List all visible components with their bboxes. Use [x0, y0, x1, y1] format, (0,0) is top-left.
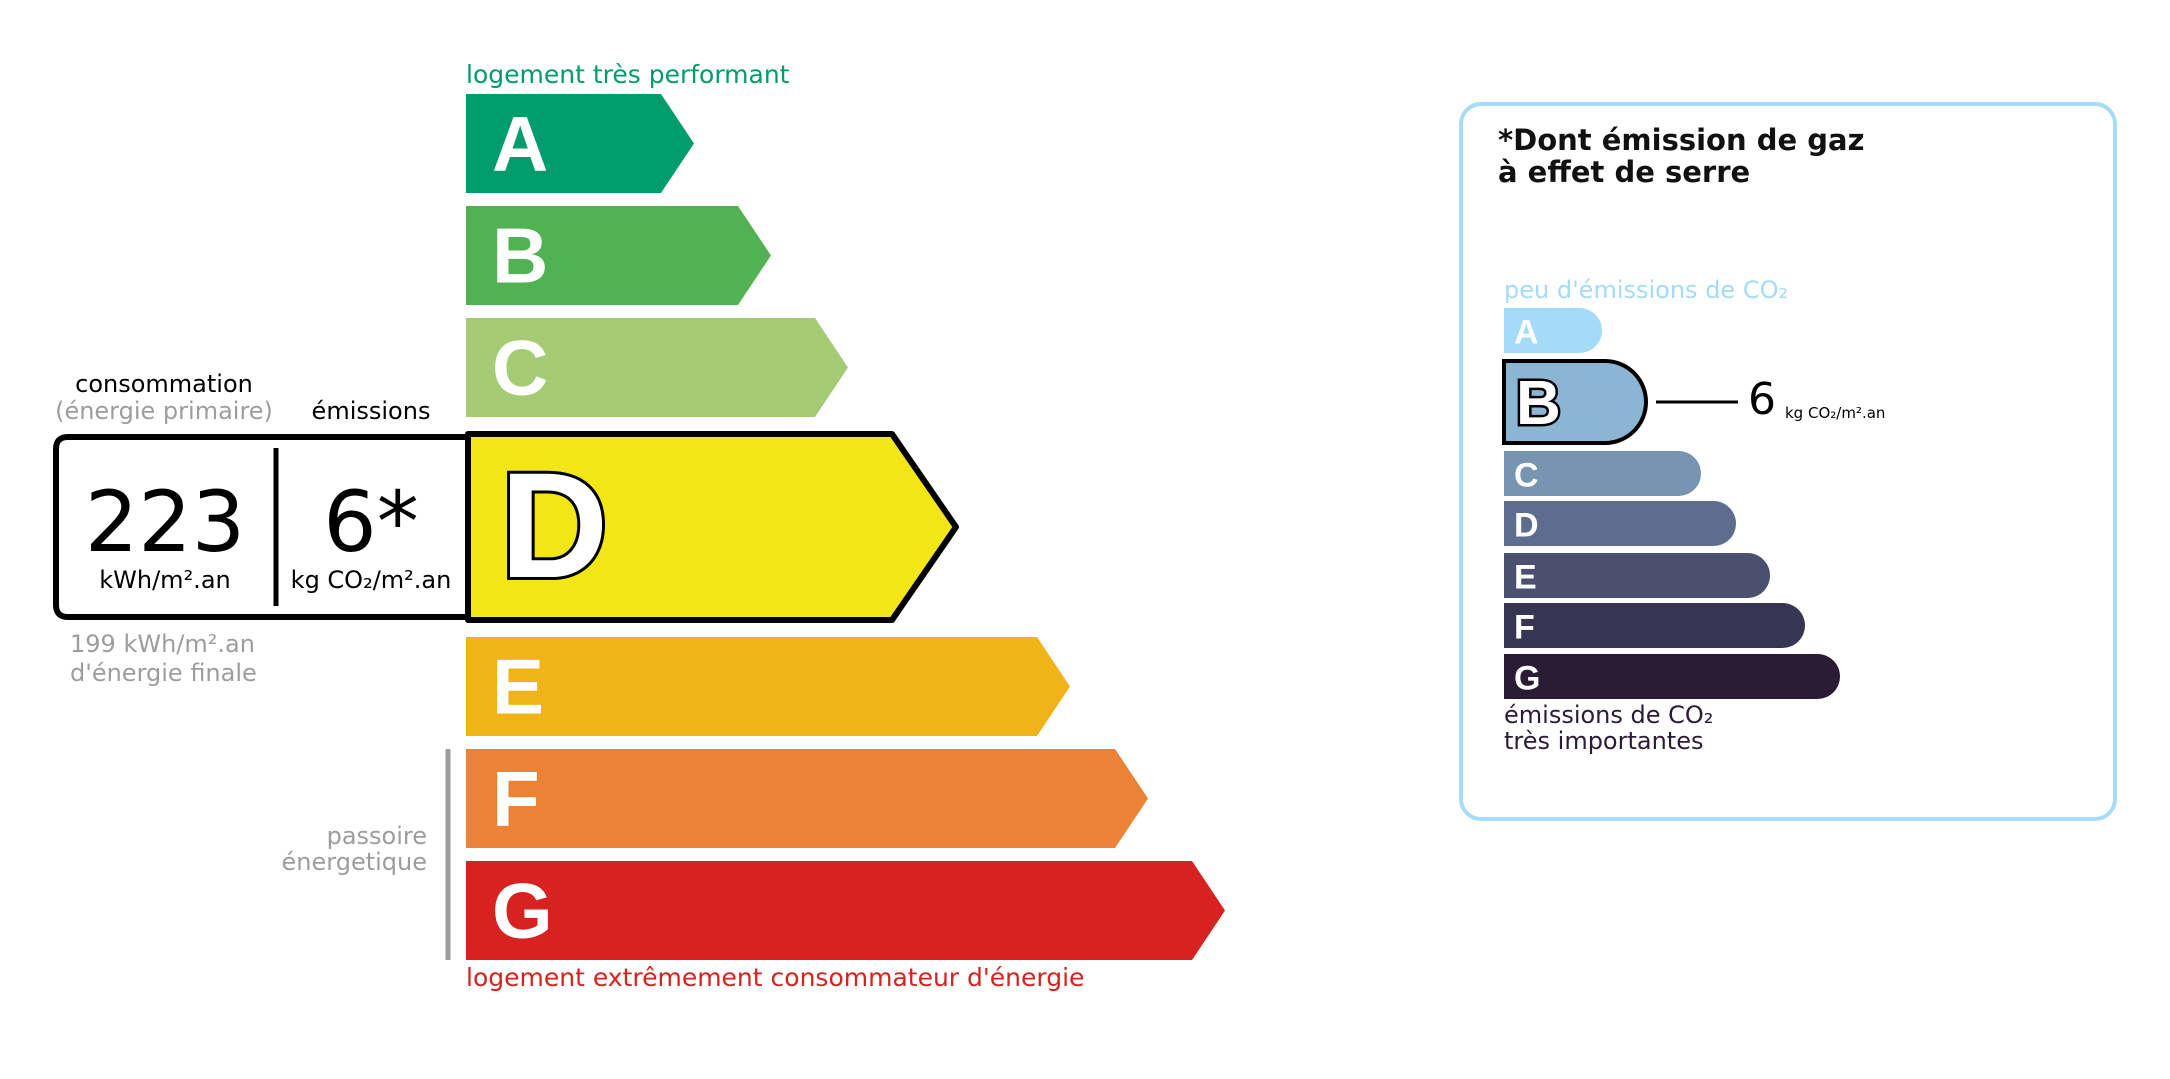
ges-top-label: peu d'émissions de CO₂	[1504, 276, 1789, 304]
ges-letter-b: B	[1516, 369, 1561, 438]
consumption-sublabel: (énergie primaire)	[55, 397, 273, 425]
ges-title-1: *Dont émission de gaz	[1498, 123, 1865, 157]
ges-letter-g: G	[1514, 660, 1540, 698]
energy-bar-a	[466, 94, 694, 193]
energy-top-label: logement très performant	[466, 60, 790, 89]
emissions-value: 6*	[323, 473, 419, 571]
ges-letter-f: F	[1514, 609, 1535, 647]
ges-letter-c: C	[1514, 457, 1539, 495]
emissions-label: émissions	[311, 397, 431, 425]
energy-letter-f: F	[492, 755, 540, 843]
ges-bar-a	[1504, 308, 1603, 353]
energy-letter-c: C	[492, 324, 548, 412]
energy-letter-g: G	[492, 867, 553, 955]
ges-bar-e	[1504, 553, 1771, 598]
passoire-label-2: énergetique	[281, 848, 427, 876]
emissions-unit: kg CO₂/m².an	[290, 566, 452, 594]
consumption-value: 223	[84, 473, 246, 571]
ges-letter-e: E	[1514, 559, 1537, 597]
ges-unit: kg CO₂/m².an	[1785, 404, 1886, 422]
energy-letter-e: E	[492, 643, 544, 731]
ges-bottom-label-1: émissions de CO₂	[1504, 701, 1714, 729]
energy-letter-d: D	[500, 441, 608, 609]
final-energy-value: 199 kWh/m².an	[70, 630, 255, 658]
ges-bar-f	[1504, 603, 1805, 648]
ges-value: 6	[1748, 374, 1776, 425]
ges-bottom-label-2: très importantes	[1504, 727, 1704, 755]
energy-bar-e	[466, 637, 1070, 736]
ges-bar-b	[1502, 359, 1648, 445]
energy-bar-g	[466, 861, 1225, 960]
ges-bar-c	[1504, 451, 1701, 496]
ges-bar-d	[1504, 501, 1736, 546]
ges-bar-g	[1504, 654, 1840, 699]
ges-letter-a: A	[1514, 314, 1539, 352]
final-energy-label: d'énergie finale	[70, 659, 257, 687]
energy-bar-c	[466, 318, 848, 417]
consumption-label: consommation	[75, 370, 253, 398]
ges-title-2: à effet de serre	[1498, 155, 1751, 189]
ges-letter-d: D	[1514, 507, 1539, 545]
ges-panel	[1459, 102, 2117, 821]
energy-bar-b	[466, 206, 771, 305]
energy-bottom-label: logement extrêmement consommateur d'éner…	[466, 963, 1085, 992]
energy-bar-f	[466, 749, 1148, 848]
energy-bar-d	[465, 431, 959, 623]
passoire-label-1: passoire	[326, 822, 427, 850]
energy-letter-b: B	[492, 212, 548, 300]
consumption-unit: kWh/m².an	[99, 566, 231, 594]
energy-letter-a: A	[492, 100, 548, 188]
value-box	[53, 434, 468, 620]
